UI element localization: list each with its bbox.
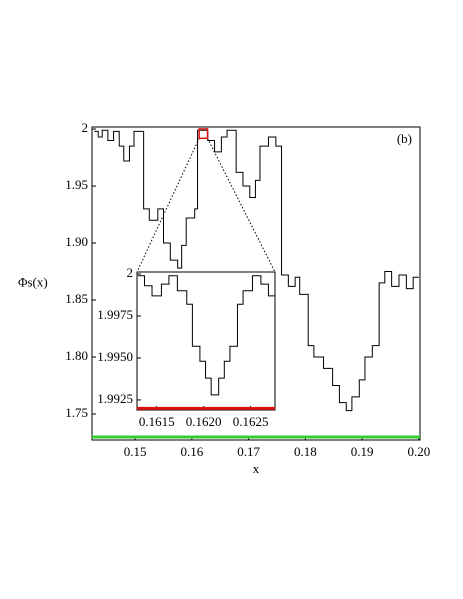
x-tick-label: 0.1620 (186, 414, 222, 429)
y-tick-label: 2 (82, 120, 89, 135)
data-line (94, 129, 419, 412)
x-tick-label: 0.1625 (233, 414, 269, 429)
x-tick-label: 0.15 (124, 444, 147, 459)
data-line (137, 275, 275, 396)
y-tick-label: 1.9975 (97, 307, 133, 322)
y-tick-label: 1.85 (65, 291, 88, 306)
zoom-connector (207, 138, 276, 273)
y-tick-label: 1.80 (65, 348, 88, 363)
y-tick-label: 1.9925 (97, 391, 133, 406)
y-tick-label: 2 (127, 265, 134, 280)
zoom-box (198, 128, 209, 140)
annotation: (b) (397, 131, 412, 146)
x-tick-label: 0.1615 (139, 414, 175, 429)
x-tick-label: 0.17 (237, 444, 260, 459)
y-axis-label: Φs(x) (18, 274, 48, 289)
x-tick-label: 0.20 (407, 444, 430, 459)
y-tick-label: 1.75 (65, 405, 88, 420)
plot-frame (136, 271, 276, 411)
x-tick-label: 0.19 (351, 444, 374, 459)
y-tick-label: 1.90 (65, 234, 88, 249)
x-tick-label: 0.16 (181, 444, 204, 459)
y-tick-label: 1.95 (65, 177, 88, 192)
x-tick-label: 0.18 (294, 444, 317, 459)
y-tick-label: 1.9950 (97, 349, 133, 364)
x-axis-label: x (253, 461, 260, 476)
zoom-connector (136, 138, 200, 273)
